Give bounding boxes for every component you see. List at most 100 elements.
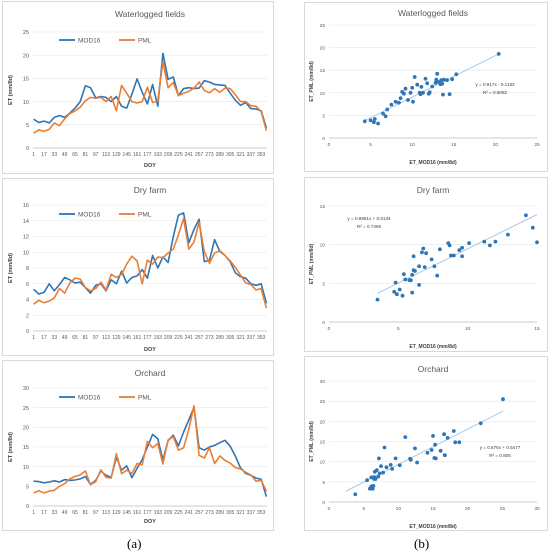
chart-title: Orchard <box>135 368 166 378</box>
y-tick-label: 10 <box>23 250 29 256</box>
scatter-point <box>441 92 445 97</box>
x-tick-label: 177 <box>143 152 152 158</box>
x-tick-label: 305 <box>226 510 235 516</box>
scatter-point <box>397 287 402 292</box>
x-tick-label: 241 <box>185 510 194 516</box>
y-tick-label: 5 <box>322 281 325 287</box>
y-tick-label: 25 <box>23 406 29 412</box>
line-chart-orchard: Orchard 0 5 10 15 20 25 30 1 17 33 49 65 81 97 113 129 14… <box>8 368 268 525</box>
scatter-point <box>457 248 462 252</box>
scatter-point <box>453 440 458 445</box>
y-tick-label: 5 <box>322 113 325 119</box>
x-tick-label: 353 <box>257 510 266 516</box>
y-tick-label: 10 <box>23 100 29 106</box>
x-tick-label: 10 <box>465 326 471 332</box>
x-tick-label: 305 <box>226 152 235 158</box>
y-tick-label: 5 <box>26 485 29 491</box>
x-axis-label: ET_MOD16 (mm/8d) <box>409 160 457 166</box>
scatter-point <box>417 283 421 287</box>
y-tick-label: 16 <box>23 203 29 209</box>
chart-title: Dry farm <box>417 185 450 195</box>
x-tick-label: 81 <box>83 152 89 158</box>
scatter-point <box>389 102 394 107</box>
x-tick-label: 161 <box>133 510 142 516</box>
y-tick-label: 4 <box>26 298 29 304</box>
scatter-point <box>429 448 434 452</box>
chart-title: Orchard <box>418 364 449 374</box>
scatter-point <box>413 446 417 451</box>
y-tick-label: 5 <box>26 123 29 129</box>
x-tick-label: 97 <box>93 510 99 516</box>
scatter-point <box>377 456 381 461</box>
caption-b: (b) <box>414 536 430 551</box>
scatter-point <box>408 457 413 462</box>
y-axis-label: ET_PML (mm/8d) <box>309 61 315 102</box>
scatter-point <box>429 257 434 262</box>
scatter-point <box>402 91 406 96</box>
regression-equation: y = 0.917x - 0.1183 <box>475 82 515 87</box>
scatter-point <box>379 464 383 468</box>
scatter-point <box>442 432 446 437</box>
scatter-point <box>535 240 539 245</box>
x-tick-label: 337 <box>247 152 256 158</box>
x-tick-label: 17 <box>41 335 47 341</box>
scatter-point <box>372 117 377 121</box>
series-line-mod16 <box>33 212 268 304</box>
y-tick-label: 20 <box>320 419 326 425</box>
scatter-point <box>435 71 440 76</box>
x-tick-label: 289 <box>216 152 225 158</box>
series-line-mod16 <box>33 406 268 497</box>
x-tick-label: 15 <box>430 506 436 512</box>
scatter-panel-waterlogged: Waterlogged fields 0 5 10 15 20 25 0 5 10 15 20 25 ET… <box>304 2 548 172</box>
scatter-point <box>441 77 446 82</box>
scatter-point <box>419 85 424 89</box>
scatter-point <box>433 81 438 85</box>
x-tick-label: 33 <box>52 335 58 341</box>
x-tick-label: 273 <box>205 152 214 158</box>
x-tick-label: 10 <box>396 506 402 512</box>
x-tick-label: 193 <box>154 510 163 516</box>
y-axis-label: ET (mm/8d) <box>8 432 14 462</box>
y-tick-label: 0 <box>26 504 29 510</box>
y-tick-label: 0 <box>26 146 29 152</box>
scatter-point <box>530 225 535 230</box>
chart-title: Dry farm <box>134 185 167 195</box>
scatter-point <box>478 421 483 426</box>
scatter-panel-dry-farm: Dry farm 0 5 10 15 0 5 10 15 ET_MOD16 (mm/8d) ET_P… <box>304 177 548 352</box>
scatter-chart-orchard: Orchard 0 5 10 15 20 25 30 0 5 10 15 20 25 30 ET_MOD16 … <box>309 364 540 530</box>
scatter-point <box>385 107 390 112</box>
x-tick-label: 177 <box>143 335 152 341</box>
y-tick-label: 20 <box>23 426 29 432</box>
x-tick-label: 20 <box>493 142 499 148</box>
scatter-point <box>425 81 430 86</box>
x-tick-label: 17 <box>41 152 47 158</box>
x-tick-label: 5 <box>397 326 400 332</box>
x-tick-label: 353 <box>257 335 266 341</box>
scatter-point <box>410 85 415 90</box>
y-tick-label: 20 <box>320 46 326 52</box>
scatter-point <box>395 292 399 297</box>
x-tick-label: 113 <box>102 152 110 158</box>
scatter-point <box>410 290 415 295</box>
scatter-point <box>445 78 449 82</box>
y-axis-label: ET_PML (mm/8d) <box>309 243 315 284</box>
scatter-point <box>376 121 380 126</box>
line-chart-panel-dry-farm: Dry farm 0 2 4 6 8 10 12 14 16 1 17 33 49 65 81 97 113 129… <box>2 178 274 356</box>
x-tick-label: 305 <box>226 335 235 341</box>
y-tick-label: 10 <box>23 465 29 471</box>
scatter-point <box>433 442 437 447</box>
x-tick-label: 5 <box>362 506 365 512</box>
scatter-point <box>382 445 387 450</box>
x-tick-label: 25 <box>534 142 540 148</box>
scatter-point <box>411 254 416 259</box>
scatter-point <box>403 435 408 439</box>
line-chart-waterlogged: Waterlogged fields 0 5 10 15 20 25 1 17 33 49 65 81 9… <box>8 9 268 169</box>
scatter-point <box>372 120 376 125</box>
series-line-pml <box>33 404 268 494</box>
chart-title: Waterlogged fields <box>398 8 468 18</box>
x-tick-label: 321 <box>236 510 245 516</box>
x-tick-label: 65 <box>72 152 78 158</box>
y-axis-label: ET_PML (mm/8d) <box>309 421 315 462</box>
x-tick-label: 17 <box>41 510 47 516</box>
